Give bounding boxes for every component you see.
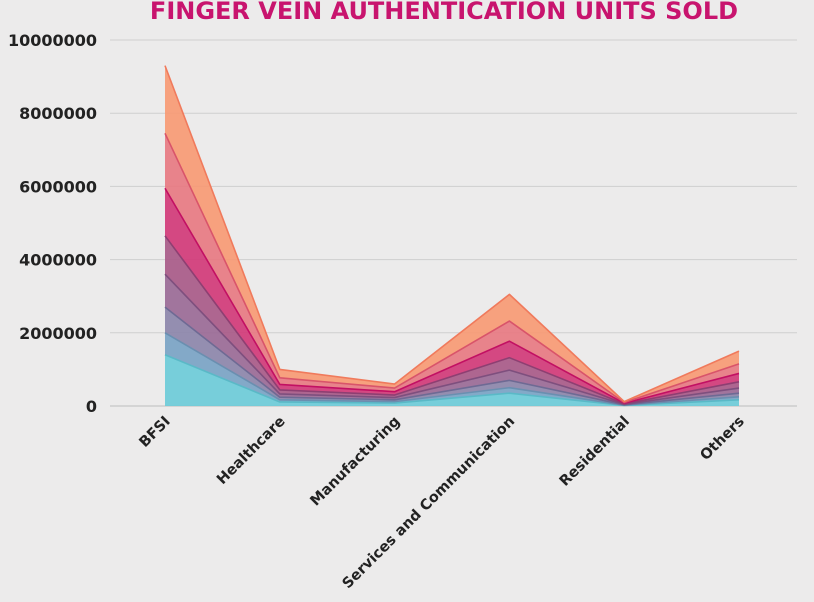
x-tick-label: BFSI xyxy=(136,414,173,451)
series-line-7 xyxy=(164,132,740,404)
area-series-1 xyxy=(165,354,739,406)
x-tick-label: Manufacturing xyxy=(308,414,404,510)
series-line-3 xyxy=(164,306,740,406)
y-tick-label: 10000000 xyxy=(8,31,97,50)
area-series xyxy=(165,65,739,406)
y-tick-label: 2000000 xyxy=(19,324,97,343)
chart-title: FINGER VEIN AUTHENTICATION UNITS SOLD xyxy=(150,0,738,25)
y-tick-label: 4000000 xyxy=(19,251,97,270)
series-line-8 xyxy=(164,65,740,403)
series-line-6 xyxy=(164,187,740,405)
x-tick-label: Healthcare xyxy=(214,413,289,488)
x-tick-label: Residential xyxy=(557,414,633,490)
y-tick-label: 6000000 xyxy=(19,177,97,196)
series-line-4 xyxy=(164,273,740,406)
y-axis: 0 2000000 4000000 6000000 8000000 10000000 xyxy=(8,31,97,416)
series-lines xyxy=(164,65,740,407)
series-line-5 xyxy=(164,235,740,405)
series-line-2 xyxy=(164,332,740,406)
y-tick-label: 8000000 xyxy=(19,104,97,123)
x-tick-label: Others xyxy=(697,414,747,464)
y-tick-label: 0 xyxy=(86,397,97,416)
